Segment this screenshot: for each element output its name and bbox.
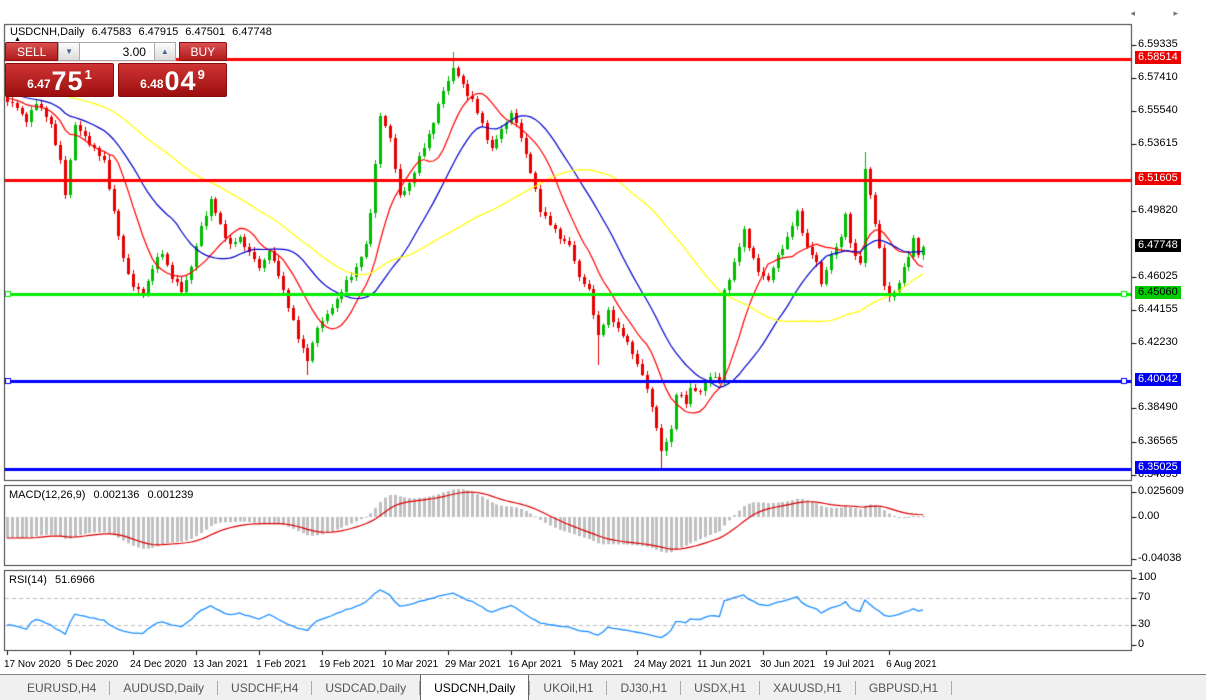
rsi-title: RSI(14) [9,574,47,586]
price-tick-label: 6.44155 [1138,302,1178,315]
rsi-tick-label: 0 [1138,638,1145,650]
tab-gbpusd-h1[interactable]: GBPUSD,H1 [868,681,939,695]
tab-separator [606,681,608,695]
tab-usdcnh-daily[interactable]: USDCNH,Daily [420,675,530,700]
tab-separator [109,681,111,695]
volume-input[interactable] [79,42,154,61]
date-label: 29 Mar 2021 [445,659,502,670]
macd-value-signal: 0.001239 [147,489,194,501]
symbol-tabbar: EURUSD,H4 AUDUSD,Daily USDCHF,H4 USDCAD,Dai… [0,674,1206,700]
date-label: 19 Jul 2021 [823,659,875,670]
date-label: 24 Dec 2020 [130,659,187,670]
tab-xauusd-h1[interactable]: XAUUSD,H1 [773,681,842,695]
macd-tick-label: 0.025609 [1138,485,1184,497]
one-click-trade-panel: SELL ▼ ▲ BUY 6.47 75 1 6.48 04 9 [5,42,228,100]
date-label: 16 Apr 2021 [508,659,562,670]
rsi-label: RSI(14) 51.6966 [9,574,95,586]
macd-tick-label: -0.04038 [1138,552,1182,564]
ohlc-high: 6.47915 [138,26,179,38]
date-label: 10 Mar 2021 [382,659,439,670]
macd-value-main: 0.002136 [93,489,140,501]
date-label: 5 Dec 2020 [67,659,119,670]
tab-usdx-h1[interactable]: USDX,H1 [694,681,747,695]
price-tick-label: 6.46025 [1138,269,1178,282]
tab-scroll-arrows[interactable]: ◂ ▸ [1130,8,1196,18]
ohlc-low: 6.47501 [185,26,226,38]
price-tick-label: 6.38490 [1138,401,1178,414]
rsi-tick-label: 30 [1138,617,1151,630]
tab-usdchf-h4[interactable]: USDCHF,H4 [231,681,299,695]
tab-separator [419,681,421,695]
ohlc-close: 6.47748 [232,26,272,38]
price-tick-label: 6.49820 [1138,203,1178,216]
price-tick-label: 6.42230 [1138,336,1178,349]
price-tick-label: 6.55540 [1138,103,1178,116]
tab-separator [759,681,761,695]
level-price-badge: 6.40042 [1135,373,1181,387]
buy-price-prefix: 6.48 [140,77,164,91]
macd-title: MACD(12,26,9) [9,489,86,501]
date-label: 24 May 2021 [634,659,692,670]
level-price-badge: 6.51605 [1135,171,1181,185]
tab-audusd-daily[interactable]: AUDUSD,Daily [123,681,205,695]
buy-button[interactable]: BUY [178,42,228,61]
rsi-tick-label: 100 [1138,571,1157,583]
chart-shift-marker-icon: ▲ [14,36,21,43]
sell-price-display[interactable]: 6.47 75 1 [5,63,114,97]
level-price-badge: 6.58514 [1135,51,1181,64]
sell-price-big: 75 [51,66,84,96]
date-label: 30 Jun 2021 [760,659,816,670]
price-tick-label: 6.53615 [1138,137,1178,150]
sell-price-prefix: 6.47 [27,77,51,91]
tab-separator [854,681,856,695]
current-price-badge: 6.47748 [1135,238,1181,252]
tab-separator [680,681,682,695]
date-label: 5 May 2021 [571,659,624,670]
buy-price-sup: 9 [197,67,205,82]
tab-ukoil-h1[interactable]: UKOil,H1 [543,681,594,695]
date-label: 11 Jun 2021 [697,659,752,670]
macd-tick-label: 0.00 [1138,510,1160,522]
price-tick-label: 6.36565 [1138,435,1178,448]
price-tick-label: 6.59335 [1138,37,1178,50]
rsi-tick-label: 70 [1138,591,1151,604]
date-label: 17 Nov 2020 [4,659,61,670]
tab-dj30-h1[interactable]: DJ30,H1 [620,681,668,695]
price-tick-label: 6.57410 [1138,71,1178,84]
tab-separator [951,681,953,695]
tab-usdcad-daily[interactable]: USDCAD,Daily [325,681,407,695]
symbol-label: USDCNH,Daily [10,26,85,38]
level-price-badge: 6.45060 [1135,285,1181,299]
buy-price-display[interactable]: 6.48 04 9 [118,63,227,97]
tab-separator [311,681,313,695]
chart-title: USDCNH,Daily 6.47583 6.47915 6.47501 6.4… [10,26,276,38]
tab-separator [217,681,219,695]
tab-separator [529,681,531,695]
sell-price-sup: 1 [84,67,92,82]
buy-price-big: 04 [164,66,197,96]
sell-button[interactable]: SELL [5,42,59,61]
volume-increase-button[interactable]: ▲ [153,42,176,61]
date-label: 6 Aug 2021 [886,659,937,670]
level-price-badge: 6.35025 [1135,460,1181,474]
volume-decrease-button[interactable]: ▼ [58,42,80,61]
date-label: 1 Feb 2021 [256,659,307,670]
rsi-value: 51.6966 [54,574,95,586]
ohlc-open: 6.47583 [91,26,132,38]
date-label: 13 Jan 2021 [193,659,249,670]
date-label: 19 Feb 2021 [319,659,376,670]
tab-eurusd-h4[interactable]: EURUSD,H4 [27,681,97,695]
macd-label: MACD(12,26,9) 0.002136 0.001239 [9,489,193,501]
